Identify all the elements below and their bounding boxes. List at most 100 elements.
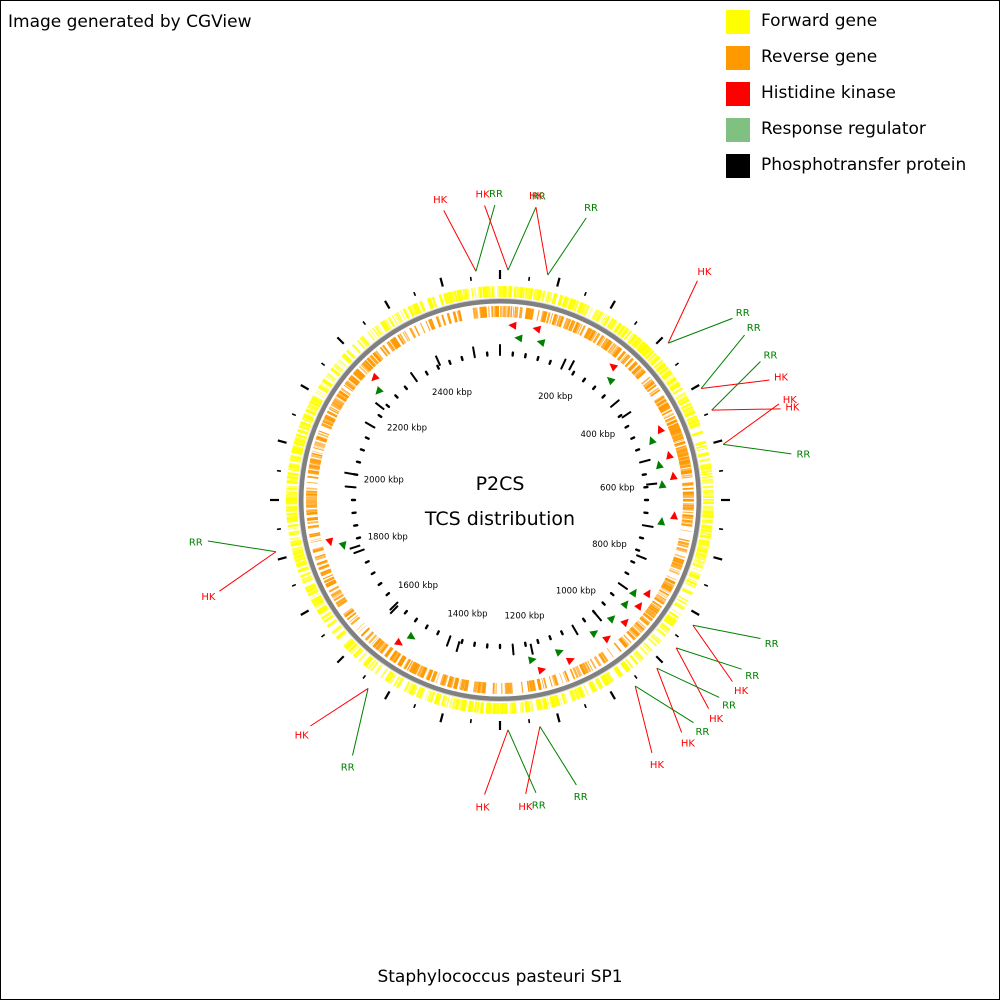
forward-gene-mark bbox=[408, 683, 415, 695]
reverse-gene-mark bbox=[306, 481, 318, 484]
reverse-gene-mark bbox=[404, 659, 411, 670]
forward-gene-mark bbox=[288, 532, 300, 536]
legend-swatch-forward-gene bbox=[726, 10, 750, 34]
hk-callout-line bbox=[484, 729, 509, 795]
outer-tick bbox=[633, 321, 638, 326]
ruler-tick bbox=[353, 523, 359, 527]
ruler-tick bbox=[536, 355, 540, 362]
forward-gene-mark bbox=[664, 374, 675, 382]
reverse-gene-mark bbox=[619, 353, 628, 363]
forward-gene-mark bbox=[431, 296, 437, 308]
outer-tick bbox=[277, 556, 287, 561]
outer-tick bbox=[583, 703, 587, 709]
forward-gene-mark bbox=[701, 475, 713, 480]
rr-callout-line bbox=[539, 726, 577, 786]
ruler-tick bbox=[385, 592, 391, 597]
rr-callout-label: RR bbox=[763, 351, 777, 362]
forward-gene-mark bbox=[698, 538, 711, 544]
hk-callout-label: HK bbox=[650, 760, 665, 771]
forward-gene-mark bbox=[450, 291, 455, 303]
ruler-major-tick bbox=[568, 360, 576, 371]
reverse-gene-mark bbox=[340, 388, 351, 396]
reverse-gene-mark bbox=[461, 679, 466, 691]
reverse-gene-mark bbox=[592, 332, 601, 344]
outer-tick bbox=[362, 674, 367, 679]
forward-gene-mark bbox=[286, 512, 298, 515]
reverse-gene-mark bbox=[681, 521, 693, 524]
rr-callout-line bbox=[676, 647, 742, 670]
forward-gene-mark bbox=[614, 666, 624, 677]
organism-name: Staphylococcus pasteuri SP1 bbox=[377, 967, 623, 987]
reverse-gene-mark bbox=[601, 338, 609, 349]
forward-gene-mark bbox=[453, 698, 457, 710]
reverse-gene-mark bbox=[654, 396, 665, 404]
forward-gene-mark bbox=[330, 367, 341, 377]
reverse-gene-mark bbox=[510, 682, 513, 694]
reverse-gene-mark bbox=[306, 487, 318, 489]
outer-tick bbox=[439, 713, 444, 723]
forward-gene-mark bbox=[645, 350, 655, 360]
center-subtitle: TCS distribution bbox=[424, 508, 575, 530]
reverse-gene-mark bbox=[529, 680, 534, 692]
forward-gene-mark bbox=[483, 286, 487, 298]
forward-gene-mark bbox=[410, 304, 417, 316]
forward-gene-mark bbox=[393, 313, 401, 324]
reverse-gene-mark bbox=[521, 681, 524, 693]
forward-gene-mark bbox=[579, 303, 587, 315]
forward-gene-mark bbox=[594, 678, 602, 690]
forward-gene-mark bbox=[344, 638, 353, 648]
reverse-gene-mark bbox=[454, 677, 460, 690]
forward-gene-mark bbox=[444, 292, 451, 304]
reverse-gene-mark bbox=[334, 397, 345, 405]
rr-callout-line bbox=[656, 667, 720, 698]
reverse-gene-mark bbox=[556, 315, 562, 327]
forward-gene-mark bbox=[579, 686, 586, 698]
reverse-gene-mark bbox=[372, 637, 381, 648]
ruler-major-tick bbox=[621, 410, 632, 419]
ruler-tick bbox=[641, 524, 654, 528]
reverse-gene-mark bbox=[359, 365, 368, 375]
reverse-gene-mark bbox=[569, 668, 576, 680]
reverse-gene-mark bbox=[658, 591, 669, 598]
forward-gene-mark bbox=[568, 690, 575, 702]
forward-gene-mark bbox=[336, 360, 346, 369]
reverse-gene-mark bbox=[343, 607, 354, 616]
reverse-gene-mark bbox=[677, 540, 690, 546]
hk-callout-line bbox=[443, 210, 477, 272]
forward-gene-mark bbox=[482, 286, 485, 298]
hk-callout-line bbox=[711, 408, 781, 411]
reverse-gene-mark bbox=[354, 370, 364, 380]
reverse-gene-mark bbox=[331, 590, 342, 597]
reverse-gene-mark bbox=[628, 628, 639, 638]
reverse-gene-mark bbox=[419, 666, 426, 678]
reverse-gene-mark bbox=[446, 312, 452, 325]
reverse-gene-mark bbox=[384, 646, 393, 658]
forward-gene-mark bbox=[364, 656, 374, 668]
forward-gene-mark bbox=[610, 320, 619, 331]
forward-gene-mark bbox=[538, 698, 544, 711]
outer-tick bbox=[528, 719, 531, 724]
ruler-tick-label: 1400 kbp bbox=[447, 609, 487, 619]
reverse-gene-mark bbox=[379, 643, 389, 654]
reverse-gene-mark bbox=[413, 325, 421, 337]
forward-gene-mark bbox=[403, 681, 411, 693]
reverse-gene-mark bbox=[356, 622, 365, 631]
forward-gene-mark bbox=[346, 641, 356, 651]
forward-gene-mark bbox=[526, 701, 529, 713]
forward-gene-mark bbox=[312, 598, 324, 607]
reverse-gene-mark bbox=[541, 311, 546, 323]
hk-marker bbox=[609, 363, 619, 372]
reverse-gene-mark bbox=[341, 387, 351, 395]
ruler-tick-label: 2200 kbp bbox=[387, 423, 427, 433]
ruler-tick bbox=[617, 413, 623, 419]
forward-gene-mark bbox=[568, 298, 574, 310]
rr-callout-line bbox=[207, 540, 276, 553]
reverse-gene-mark bbox=[416, 665, 424, 677]
forward-gene-mark bbox=[350, 645, 360, 655]
reverse-gene-mark bbox=[412, 663, 421, 675]
forward-gene-mark bbox=[544, 697, 549, 709]
forward-gene-mark bbox=[290, 542, 302, 547]
ruler-tick-label: 1000 kbp bbox=[556, 586, 596, 596]
reverse-gene-mark bbox=[620, 354, 629, 364]
forward-gene-mark bbox=[327, 619, 338, 628]
